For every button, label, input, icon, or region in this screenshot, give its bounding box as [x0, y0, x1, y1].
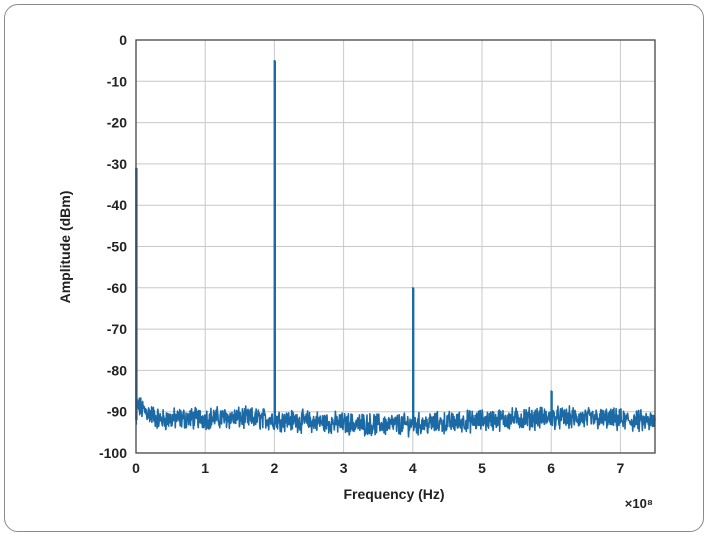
x-tick-label: 1 [201, 460, 209, 476]
plot-border [135, 39, 656, 454]
y-tick-label: -60 [107, 280, 127, 296]
x-tick-label: 5 [478, 460, 486, 476]
x-tick-label: 2 [271, 460, 279, 476]
x-tick-label: 3 [340, 460, 348, 476]
y-tick-label: 0 [119, 32, 127, 48]
x-tick-label: 4 [409, 460, 417, 476]
grid [135, 39, 655, 454]
axes: 0 -10 -20 -30 -40 -50 -60 -70 -80 -90 -100 0 1 2 3 4 5 6 7 [99, 32, 656, 476]
y-tick-label: -30 [107, 156, 127, 172]
y-tick-label: -50 [107, 239, 127, 255]
plot-area [135, 59, 656, 438]
y-tick-label: -70 [107, 321, 127, 337]
x-axis-label: Frequency (Hz) [343, 486, 444, 502]
y-tick-label: -10 [107, 73, 127, 89]
y-tick-label: -100 [99, 445, 127, 461]
x-tick-label: 6 [547, 460, 555, 476]
y-axis-label: Amplitude (dBm) [57, 191, 73, 304]
x-tick-label: 7 [617, 460, 625, 476]
x-tick-label: 0 [132, 460, 140, 476]
spectrum-line [135, 59, 656, 438]
y-tick-label: -40 [107, 197, 127, 213]
y-tick-label: -90 [107, 404, 127, 420]
y-tick-label: -80 [107, 362, 127, 378]
y-tick-label: -20 [107, 115, 127, 131]
x-multiplier-label: ×10⁸ [625, 496, 653, 511]
chart-frame [4, 4, 704, 532]
